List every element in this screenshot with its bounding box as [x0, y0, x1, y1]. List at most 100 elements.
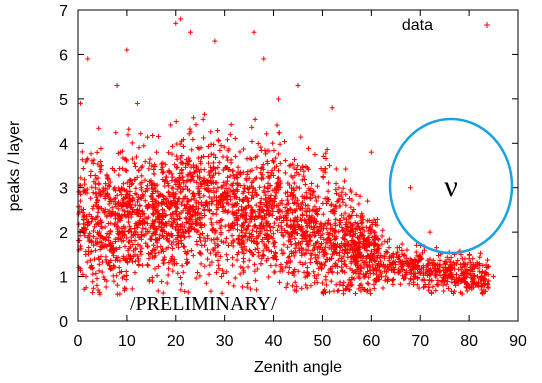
scatter-point [244, 284, 250, 290]
scatter-point [242, 244, 248, 250]
scatter-point [95, 204, 101, 210]
scatter-point [263, 196, 269, 202]
scatter-point [249, 124, 255, 130]
scatter-point [234, 181, 240, 187]
scatter-point [419, 256, 425, 262]
scatter-point [418, 266, 424, 272]
scatter-point [179, 199, 185, 205]
scatter-point [357, 193, 363, 199]
scatter-point [117, 188, 123, 194]
scatter-point [240, 256, 246, 262]
scatter-point [122, 257, 128, 263]
scatter-point [111, 263, 117, 269]
scatter-point [244, 237, 250, 243]
scatter-point [348, 204, 354, 210]
scatter-point [95, 161, 101, 167]
scatter-point [166, 189, 172, 195]
scatter-point [188, 176, 194, 182]
scatter-point [452, 280, 458, 286]
scatter-point [128, 205, 134, 211]
scatter-point [284, 197, 290, 203]
x-tick-label: 30 [216, 333, 234, 350]
scatter-point [282, 228, 288, 234]
scatter-point [347, 196, 353, 202]
scatter-point [191, 178, 197, 184]
scatter-point [114, 282, 120, 288]
scatter-point [248, 238, 254, 244]
scatter-point [375, 253, 381, 259]
scatter-point [253, 202, 259, 208]
scatter-point [314, 212, 320, 218]
scatter-point [198, 238, 204, 244]
scatter-point [172, 195, 178, 201]
scatter-point [225, 174, 231, 180]
legend-plus-marker [484, 22, 490, 28]
scatter-point [300, 261, 306, 267]
scatter-point [198, 224, 204, 230]
scatter-point [343, 247, 349, 253]
scatter-point [325, 188, 331, 194]
scatter-point [303, 282, 309, 288]
scatter-point [413, 249, 419, 255]
scatter-point [240, 214, 246, 220]
scatter-point [323, 166, 329, 172]
scatter-point [168, 204, 174, 210]
scatter-point [305, 243, 311, 249]
scatter-point [129, 180, 135, 186]
scatter-point [291, 207, 297, 213]
scatter-point [266, 199, 272, 205]
scatter-point-outlier [486, 278, 492, 284]
scatter-point [154, 225, 160, 231]
scatter-point [298, 134, 304, 140]
scatter-point [151, 246, 157, 252]
scatter-point [221, 270, 227, 276]
scatter-point [103, 254, 109, 260]
scatter-point [107, 179, 113, 185]
scatter-point [114, 291, 120, 297]
scatter-point [444, 268, 450, 274]
scatter-point [395, 254, 401, 260]
scatter-point [318, 235, 324, 241]
scatter-point [179, 263, 185, 269]
scatter-point [206, 169, 212, 175]
scatter-point [135, 253, 141, 259]
scatter-point [146, 277, 152, 283]
scatter-point [86, 211, 92, 217]
scatter-point [156, 219, 162, 225]
scatter-point [145, 251, 151, 257]
scatter-point [306, 216, 312, 222]
scatter-point [180, 161, 186, 167]
scatter-point [101, 274, 107, 280]
scatter-point [185, 229, 191, 235]
scatter-point [344, 286, 350, 292]
scatter-point [233, 187, 239, 193]
scatter-point [278, 264, 284, 270]
scatter-point [120, 202, 126, 208]
scatter-point [427, 256, 433, 262]
scatter-point [287, 224, 293, 230]
scatter-point [199, 181, 205, 187]
scatter-point [203, 280, 209, 286]
scatter-point [339, 212, 345, 218]
scatter-point [416, 285, 422, 291]
scatter-point [292, 229, 298, 235]
scatter-point [358, 268, 364, 274]
scatter-point [441, 274, 447, 280]
scatter-point [240, 265, 246, 271]
scatter-point [252, 247, 258, 253]
scatter-point [430, 258, 436, 264]
scatter-point [162, 177, 168, 183]
scatter-point [342, 258, 348, 264]
scatter-point [84, 259, 90, 265]
scatter-point [294, 214, 300, 220]
scatter-point [325, 230, 331, 236]
scatter-point [208, 237, 214, 243]
scatter-point [367, 241, 373, 247]
scatter-point [248, 204, 254, 210]
scatter-point [414, 282, 420, 288]
scatter-point [120, 202, 126, 208]
scatter-point [317, 249, 323, 255]
scatter-point [402, 252, 408, 258]
scatter-point [248, 286, 254, 292]
scatter-point [371, 217, 377, 223]
